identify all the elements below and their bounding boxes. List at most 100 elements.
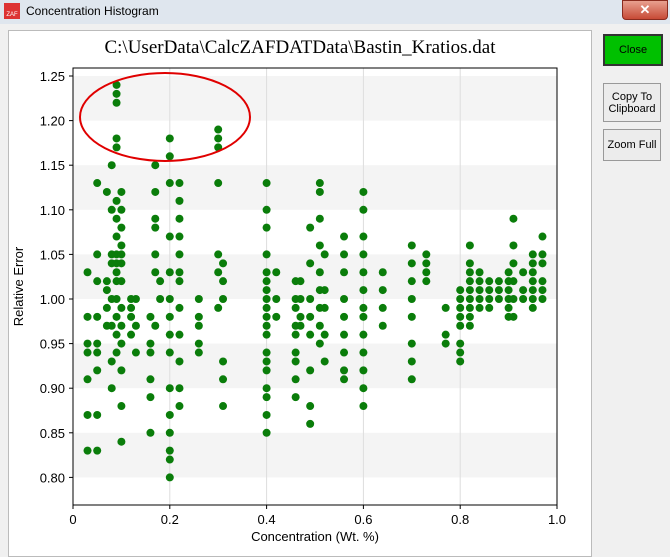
data-point <box>262 312 271 321</box>
chart-title: C:\UserData\CalcZAFDATData\Bastin_Kratio… <box>104 37 496 58</box>
data-point <box>175 268 184 277</box>
data-point <box>93 277 102 286</box>
data-point <box>262 268 271 277</box>
data-point <box>509 241 518 250</box>
y-tick-label: 0.90 <box>40 381 65 396</box>
data-point <box>262 410 271 419</box>
data-point <box>194 321 203 330</box>
data-point <box>151 214 160 223</box>
data-point <box>340 250 349 259</box>
x-tick-label: 0.2 <box>161 512 179 527</box>
data-point <box>117 321 126 330</box>
data-point <box>175 384 184 393</box>
data-point <box>359 312 368 321</box>
x-tick-label: 0.4 <box>258 512 276 527</box>
data-point <box>509 312 518 321</box>
data-point <box>175 250 184 259</box>
zoom-full-button[interactable]: Zoom Full <box>603 129 661 161</box>
data-point <box>262 330 271 339</box>
data-point <box>102 277 111 286</box>
data-point <box>165 179 174 188</box>
data-point <box>112 348 121 357</box>
data-point <box>262 179 271 188</box>
data-point <box>146 375 155 384</box>
data-point <box>538 277 547 286</box>
data-point <box>127 312 136 321</box>
data-point <box>456 286 465 295</box>
data-point <box>538 295 547 303</box>
data-point <box>262 205 271 214</box>
data-point <box>494 286 503 295</box>
data-point <box>219 375 228 384</box>
data-point <box>340 330 349 339</box>
close-button[interactable]: Close <box>603 34 663 66</box>
data-point <box>465 312 474 321</box>
data-point <box>485 286 494 295</box>
data-point <box>407 259 416 268</box>
data-point <box>117 437 126 446</box>
data-point <box>441 303 450 312</box>
data-point <box>407 339 416 348</box>
y-tick-label: 1.15 <box>40 158 65 173</box>
data-point <box>456 295 465 303</box>
data-point <box>359 286 368 295</box>
data-point <box>422 250 431 259</box>
data-point <box>465 277 474 286</box>
data-point <box>407 295 416 303</box>
data-point <box>538 286 547 295</box>
grid-band <box>73 432 557 478</box>
data-point <box>519 268 528 277</box>
data-point <box>194 339 203 348</box>
data-point <box>165 312 174 321</box>
y-tick-label: 1.10 <box>40 203 65 218</box>
data-point <box>422 268 431 277</box>
data-point <box>306 312 315 321</box>
data-point <box>272 295 281 303</box>
data-point <box>107 384 116 393</box>
copy-to-clipboard-button[interactable]: Copy To Clipboard <box>603 83 661 122</box>
data-point <box>165 473 174 482</box>
data-point <box>165 446 174 455</box>
data-point <box>509 214 518 223</box>
data-point <box>131 321 140 330</box>
data-point <box>465 259 474 268</box>
data-point <box>112 295 121 303</box>
data-point <box>165 268 174 277</box>
window-close-button[interactable]: ✕ <box>622 0 668 20</box>
data-point <box>151 250 160 259</box>
data-point <box>475 286 484 295</box>
data-point <box>509 295 518 303</box>
data-point <box>528 268 537 277</box>
window-title: Concentration Histogram <box>26 4 159 18</box>
data-point <box>340 295 349 303</box>
data-point <box>320 286 329 295</box>
data-point <box>83 375 92 384</box>
data-point <box>296 295 305 303</box>
grid-band <box>73 343 557 389</box>
data-point <box>112 89 121 98</box>
data-point <box>340 366 349 375</box>
data-point <box>219 402 228 411</box>
data-point <box>102 286 111 295</box>
data-point <box>214 179 223 188</box>
data-point <box>146 348 155 357</box>
grid-band <box>73 254 557 299</box>
data-point <box>117 187 126 196</box>
data-point <box>509 277 518 286</box>
data-point <box>315 321 324 330</box>
data-point <box>262 303 271 312</box>
grid-band <box>73 165 557 210</box>
data-point <box>306 295 315 303</box>
app-icon: ZAF <box>4 3 20 19</box>
data-point <box>485 295 494 303</box>
data-point <box>219 295 228 303</box>
data-point <box>165 410 174 419</box>
data-point <box>117 223 126 232</box>
data-point <box>528 286 537 295</box>
data-point <box>519 286 528 295</box>
data-point <box>262 250 271 259</box>
data-point <box>320 303 329 312</box>
data-point <box>504 268 513 277</box>
data-point <box>165 330 174 339</box>
data-point <box>175 402 184 411</box>
